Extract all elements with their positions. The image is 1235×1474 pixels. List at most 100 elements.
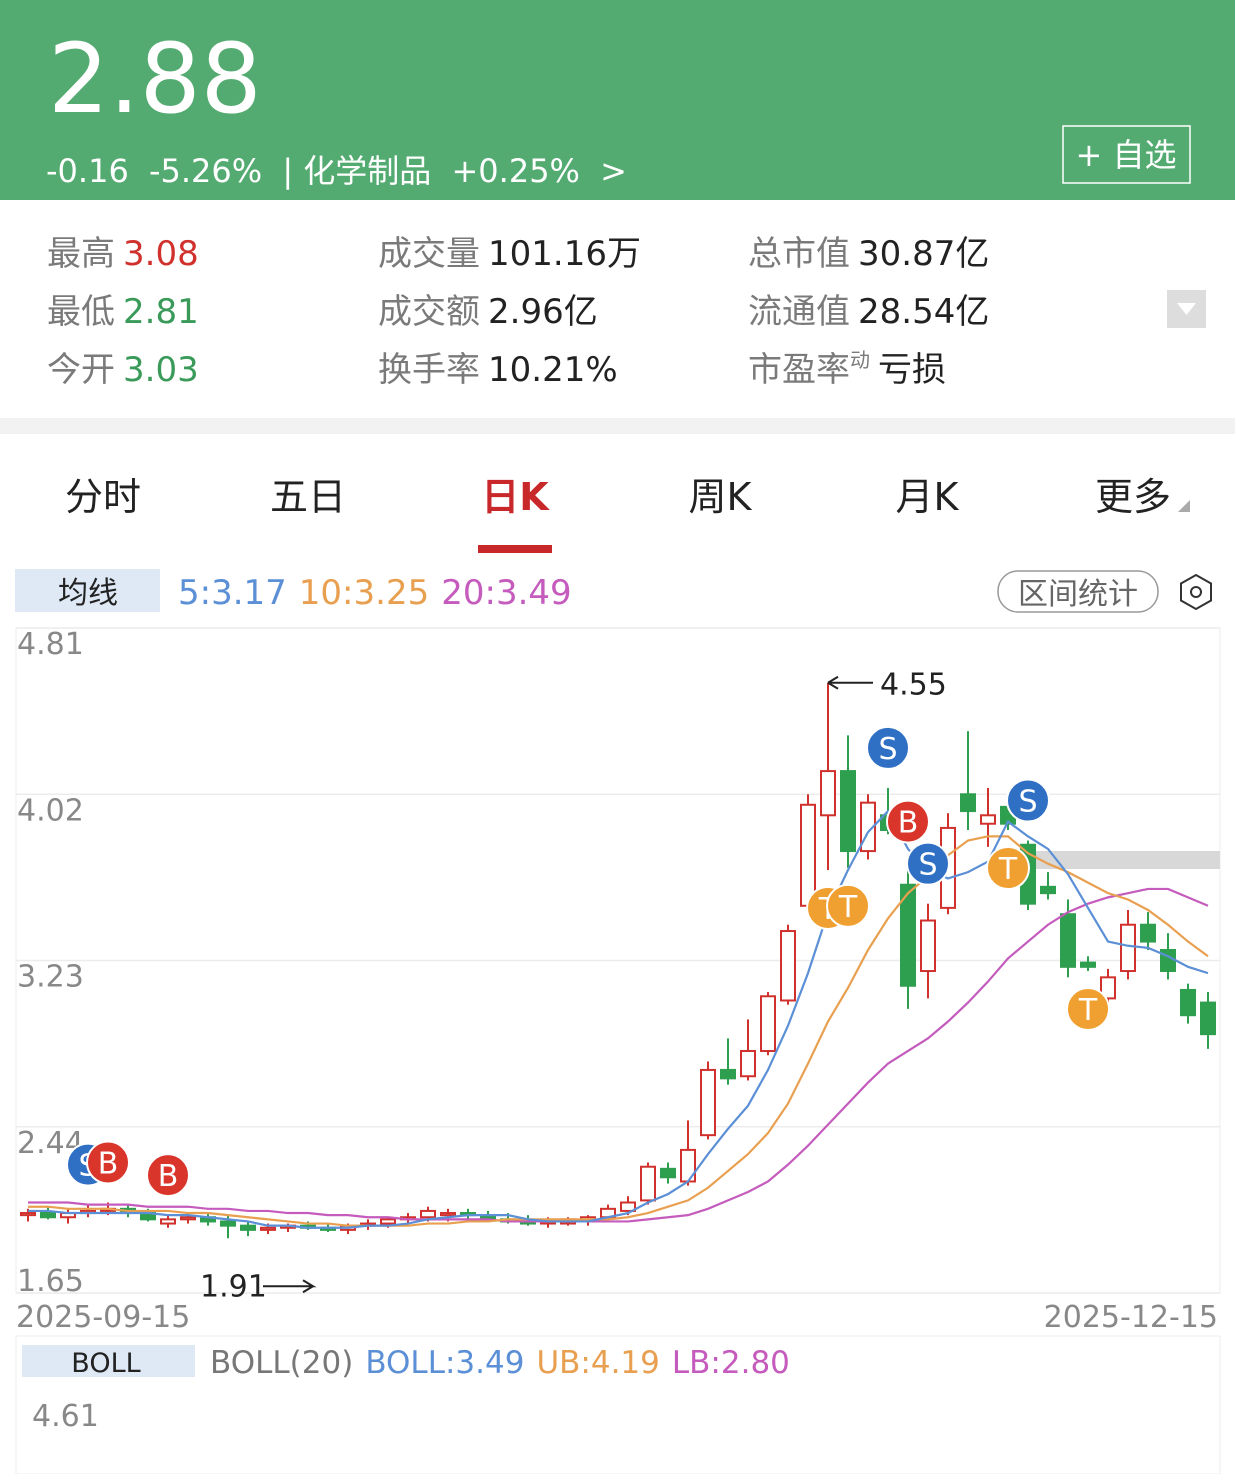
ma-label[interactable]: 均线 xyxy=(58,576,118,611)
more-icon xyxy=(1178,500,1190,512)
candle-body xyxy=(1100,976,1116,1000)
boll-value: BOLL(20) xyxy=(210,1345,353,1381)
stat-value: 30.87亿 xyxy=(858,234,989,274)
candle-body xyxy=(960,793,976,813)
tab[interactable]: 周K xyxy=(689,475,753,519)
watch-label[interactable]: + 自选 xyxy=(1076,136,1177,174)
price: 2.88 xyxy=(48,23,262,135)
tab[interactable]: 五日 xyxy=(270,475,346,519)
range-button[interactable] xyxy=(997,570,1159,613)
candle-body xyxy=(20,1212,36,1217)
y-tick-label: 4.02 xyxy=(17,793,84,828)
candle-body xyxy=(240,1224,256,1231)
stat-label: 最低 xyxy=(47,292,115,332)
candle-body xyxy=(900,883,916,987)
candle-body xyxy=(1200,1001,1216,1036)
tab-underline xyxy=(478,545,552,553)
signal-label: T xyxy=(998,852,1018,887)
sector-change: +0.25% xyxy=(451,152,579,190)
signal-label: S xyxy=(918,848,937,883)
stat-label: 最高 xyxy=(47,234,115,274)
stat: 今开 3.03 xyxy=(47,350,199,390)
low-label: 1.91 xyxy=(200,1269,267,1304)
ma-value: 5:3.17 xyxy=(178,573,287,613)
signal xyxy=(146,1153,190,1198)
signal-label: S xyxy=(1018,785,1037,820)
candle-body xyxy=(380,1218,396,1225)
boll-value: BOLL:3.49 xyxy=(365,1345,524,1381)
stat-value: 亏损 xyxy=(878,350,946,390)
price-band xyxy=(1020,851,1220,869)
stat-label: 市盈率 xyxy=(748,350,850,390)
y-tick-label: 1.65 xyxy=(17,1264,84,1299)
candle-body xyxy=(160,1218,176,1225)
watch-button[interactable] xyxy=(1062,125,1191,184)
signal-label: T xyxy=(838,890,858,925)
stat-value: 10.21% xyxy=(488,350,618,390)
candle-body xyxy=(800,803,816,907)
ma-values: 5:3.17 10:3.25 20:3.49 xyxy=(178,573,572,613)
stat-value: 2.81 xyxy=(123,292,199,332)
stat: 换手率 10.21% xyxy=(378,350,618,390)
stat: 成交量 101.16万 xyxy=(378,234,641,274)
candle-body xyxy=(680,1148,696,1183)
change-line[interactable]: -0.16 -5.26% | 化学制品 +0.25% > xyxy=(46,152,627,190)
ma-line xyxy=(28,887,1209,1223)
stat: 流通值 28.54亿 xyxy=(748,292,989,332)
ma-value: 10:3.25 xyxy=(299,573,429,613)
signal xyxy=(86,1140,130,1185)
ma-line xyxy=(28,809,1209,1229)
stat-label: 流通值 xyxy=(748,292,850,332)
settings-icon[interactable] xyxy=(1180,573,1212,611)
stat-label: 成交量 xyxy=(378,234,480,274)
candle-body xyxy=(920,919,936,973)
candle-body xyxy=(620,1201,636,1212)
boll-label[interactable]: BOLL xyxy=(71,1348,140,1379)
candle-body xyxy=(1080,961,1096,968)
candle-body xyxy=(1180,988,1196,1017)
stat-value: 2.96亿 xyxy=(488,292,598,332)
candle-body xyxy=(220,1220,236,1227)
stat-label: 总市值 xyxy=(748,234,850,274)
signal-label: S xyxy=(878,732,897,767)
x-label: 2025-12-15 xyxy=(1044,1300,1218,1335)
stat-value: 28.54亿 xyxy=(858,292,989,332)
settings-icon-dot xyxy=(1190,586,1202,598)
sector: 化学制品 xyxy=(303,152,431,190)
divider: | xyxy=(282,152,293,190)
tab[interactable]: 月K xyxy=(896,475,960,519)
boll-values: BOLL(20) BOLL:3.49 UB:4.19 LB:2.80 xyxy=(210,1345,790,1381)
stat: 总市值 30.87亿 xyxy=(748,234,989,274)
candle-body xyxy=(640,1165,656,1202)
signal-label: B xyxy=(98,1147,119,1182)
low-arrow xyxy=(263,1279,317,1294)
stat-label: 今开 xyxy=(47,350,115,390)
tab[interactable]: 分时 xyxy=(65,475,141,519)
signal-label: B xyxy=(898,806,919,841)
ma-box[interactable] xyxy=(15,569,160,612)
tab[interactable]: 日K xyxy=(481,475,550,519)
candle-body xyxy=(700,1068,716,1137)
stat: 最低 2.81 xyxy=(47,292,199,332)
tab[interactable]: 更多 xyxy=(1095,475,1171,519)
x-label: 2025-09-15 xyxy=(16,1300,190,1335)
boll-value: UB:4.19 xyxy=(536,1345,659,1381)
signal-label: B xyxy=(158,1159,179,1194)
candle-body xyxy=(760,995,776,1052)
stat: 市盈率动 亏损 xyxy=(748,348,946,390)
signal xyxy=(886,799,930,844)
candle-body xyxy=(1120,923,1136,973)
candle-body xyxy=(1140,923,1156,943)
sector-arrow: > xyxy=(600,152,627,190)
high-label: 4.55 xyxy=(880,668,947,703)
stat-value: 3.03 xyxy=(123,350,199,390)
range-label[interactable]: 区间统计 xyxy=(1018,577,1138,612)
expand-icon xyxy=(1177,303,1196,315)
candle-body xyxy=(780,930,796,1002)
stat-value: 3.08 xyxy=(123,234,199,274)
change-pct: -5.26% xyxy=(149,152,262,190)
candle-body xyxy=(740,1049,756,1078)
high-arrow xyxy=(827,675,873,690)
boll-box[interactable] xyxy=(22,1345,195,1377)
